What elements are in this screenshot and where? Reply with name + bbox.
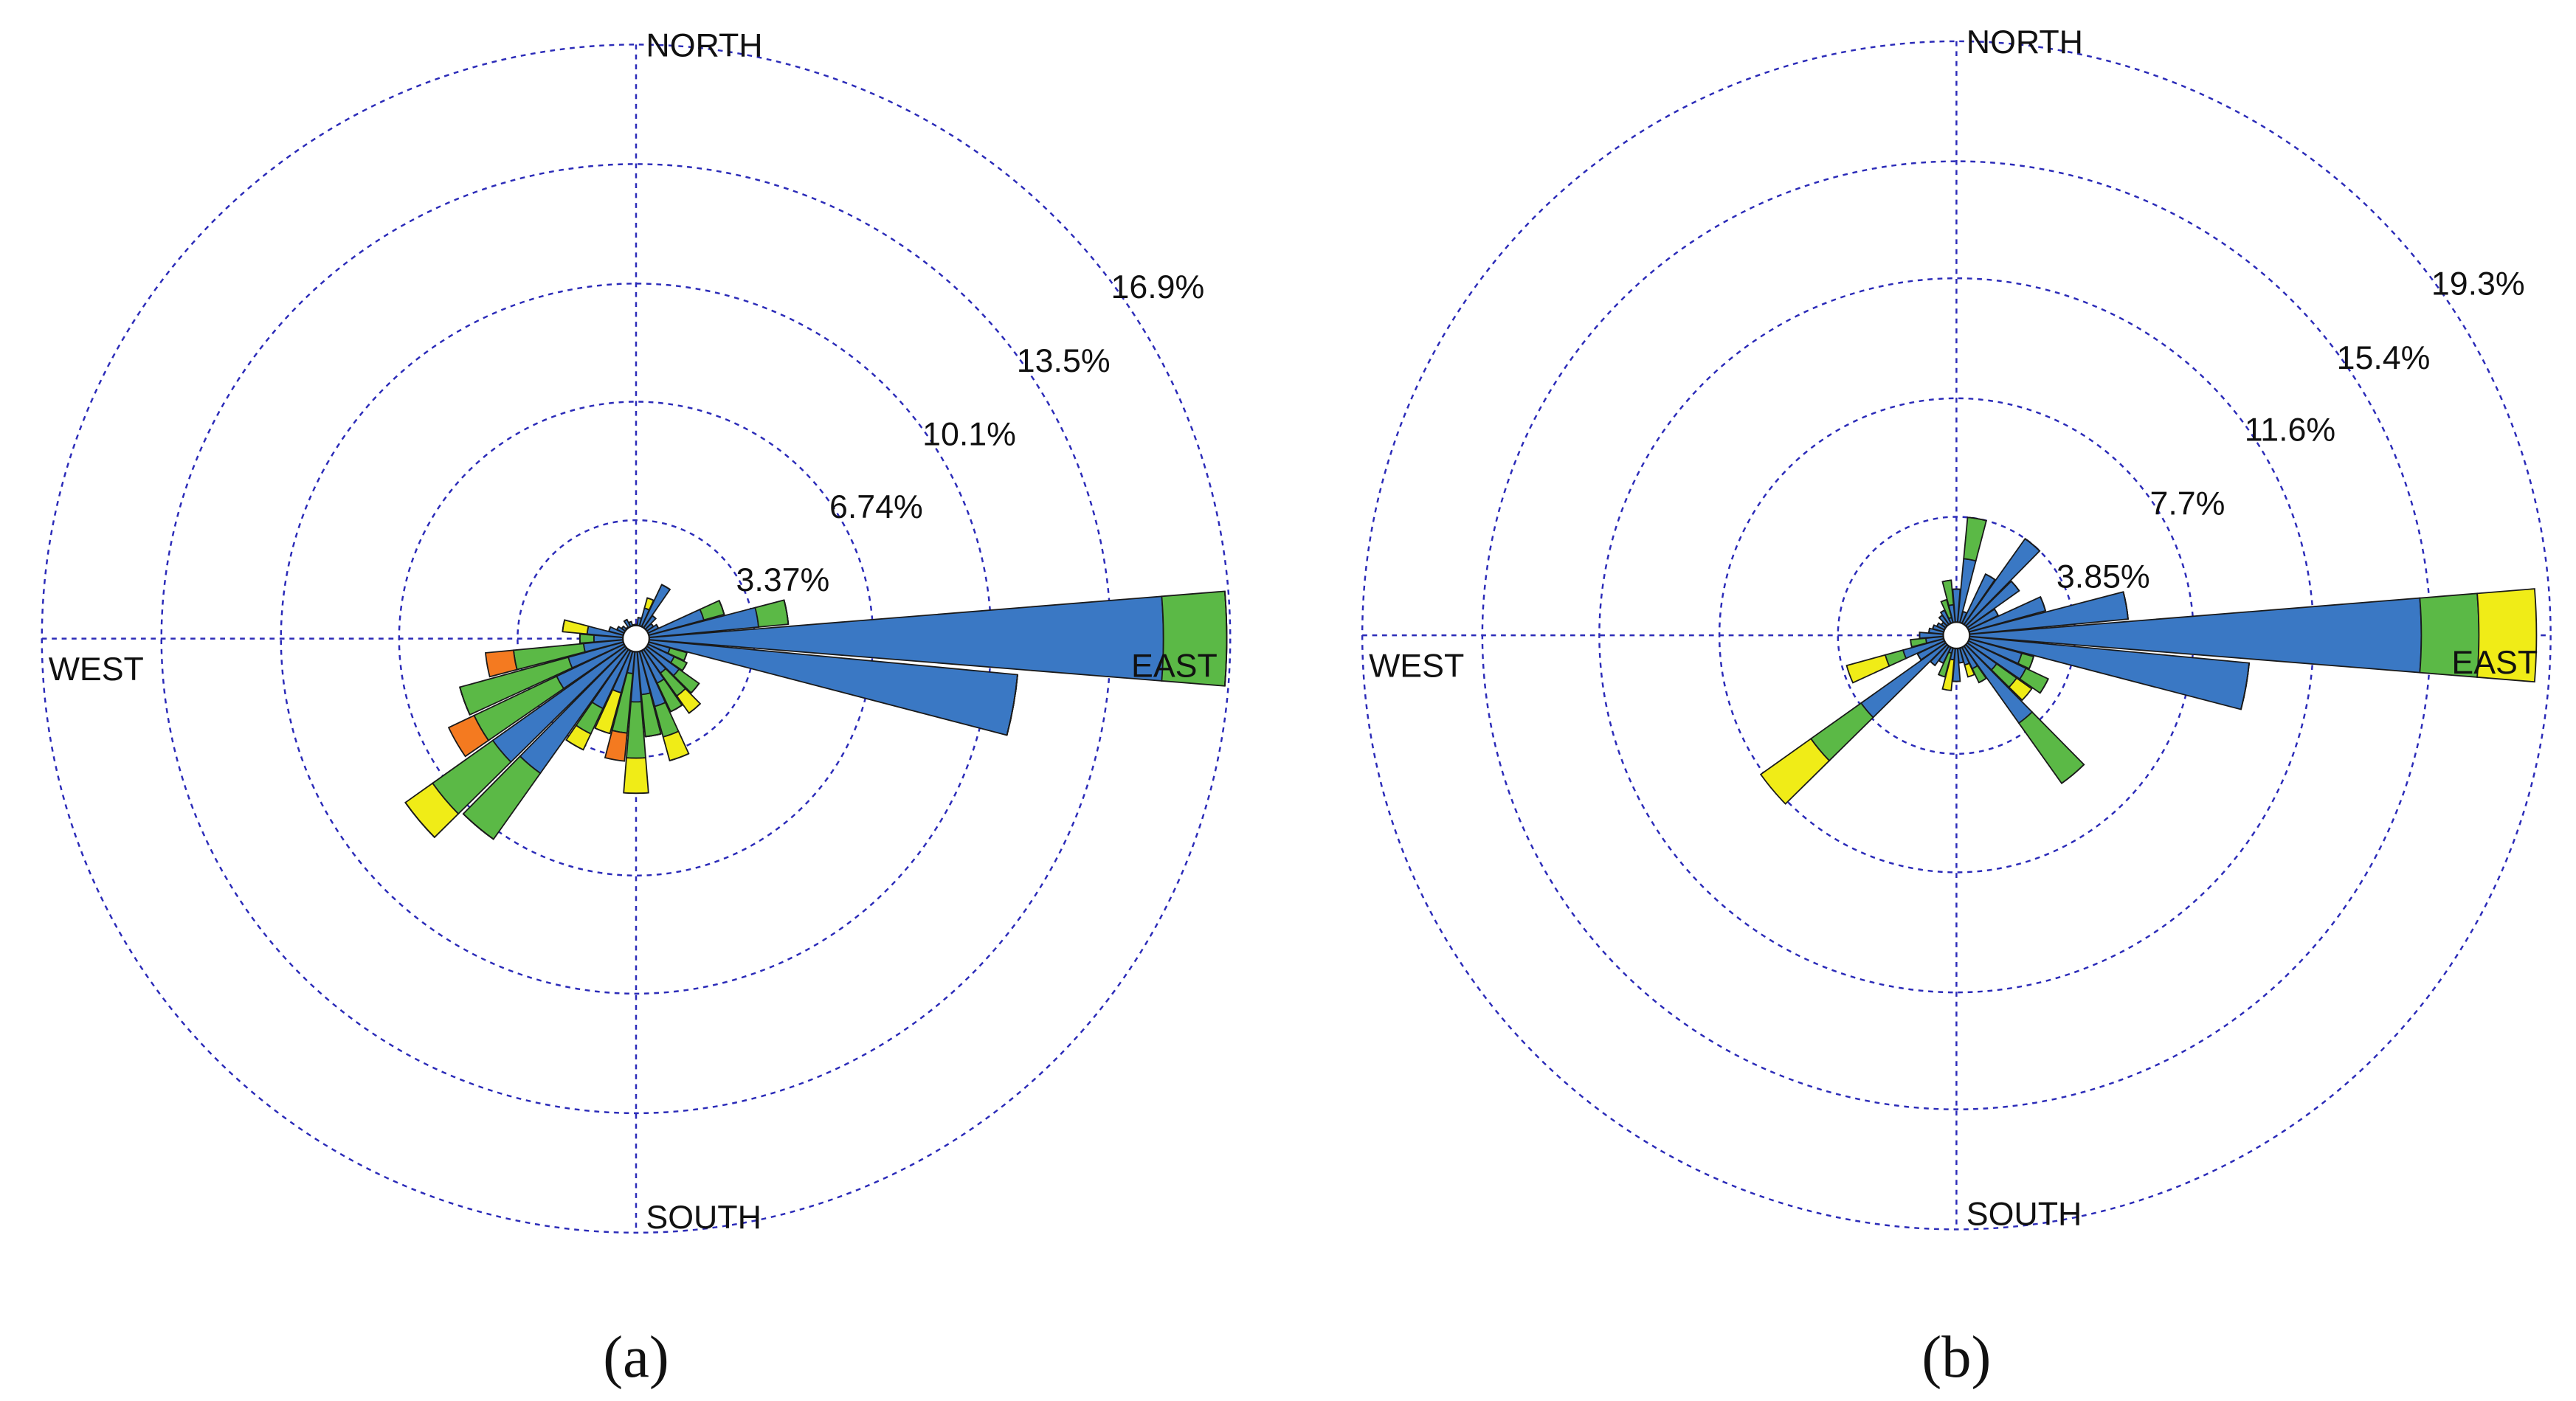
wind-segment xyxy=(1759,738,1831,805)
wind-segment xyxy=(669,753,689,761)
wind-segment xyxy=(2039,678,2049,693)
ring-label: 3.85% xyxy=(2057,558,2150,595)
wind-segment xyxy=(1941,658,1955,691)
ring-label: 19.3% xyxy=(2431,266,2525,302)
wind-segment xyxy=(2122,592,2129,620)
wind-segment xyxy=(604,730,628,762)
caption: (a) xyxy=(603,1324,669,1390)
wind-segment xyxy=(1963,516,1987,562)
wind-rose: 3.37% 6.74% 10.1% 13.5% 16.9% NORTH SOUTH EAST W… xyxy=(41,28,1232,1390)
wind-segment xyxy=(652,615,657,620)
ring-label: 6.74% xyxy=(829,489,923,525)
compass-north: NORTH xyxy=(646,28,762,64)
center-hole xyxy=(1942,621,1971,650)
wind-segment xyxy=(661,584,671,590)
wind-segment xyxy=(754,599,790,628)
wind-segment xyxy=(623,757,649,795)
ring-label: 16.9% xyxy=(1111,269,1204,305)
wind-segment xyxy=(565,739,584,751)
wind-rose: 3.85% 7.7% 11.6%15.4% 19.3% NORTH SOUTH EAST WE… xyxy=(1361,24,2552,1390)
compass-west: WEST xyxy=(49,651,144,688)
wind-segment xyxy=(1845,654,1890,684)
wind-segment xyxy=(485,649,518,678)
wind-segment xyxy=(1942,579,1952,583)
wind-segment xyxy=(616,626,620,630)
caption: (b) xyxy=(1921,1324,1991,1390)
wind-segment xyxy=(2011,581,2020,592)
compass-south: SOUTH xyxy=(1966,1196,2082,1232)
wind-segment xyxy=(1932,624,1935,629)
ring-label: 11.6% xyxy=(2245,412,2335,448)
ring-label: 15.4% xyxy=(2337,340,2431,376)
wind-segment xyxy=(562,619,590,635)
wind-segment xyxy=(2476,588,2538,683)
compass-east: EAST xyxy=(2451,645,2538,681)
wind-segment xyxy=(662,730,690,762)
compass-west: WEST xyxy=(1369,648,1464,685)
wind-segment xyxy=(2017,710,2085,785)
wind-segment xyxy=(2028,656,2034,669)
compass-north: NORTH xyxy=(1966,24,2083,60)
wind-segment xyxy=(1928,628,1930,633)
ring-label: 7.7% xyxy=(2149,486,2225,522)
wind-segment xyxy=(2008,677,2033,702)
wind-segment xyxy=(628,620,632,623)
compass-east: EAST xyxy=(1131,648,1218,685)
ring-label: 10.1% xyxy=(922,417,1016,453)
wind-segment xyxy=(1985,573,1996,581)
wind-segment xyxy=(447,714,490,758)
ring-label: 3.37% xyxy=(736,562,829,598)
wind-segment xyxy=(2024,538,2040,552)
wind-segment xyxy=(1964,662,1975,678)
wind-segment xyxy=(608,626,612,632)
wind-segment xyxy=(624,792,649,795)
ring-label: 13.5% xyxy=(1017,343,1111,379)
wind-segment xyxy=(632,623,635,626)
wind-segment xyxy=(683,652,688,661)
wind-segment xyxy=(1967,516,1987,522)
wind-segment xyxy=(1938,674,1946,678)
center-hole xyxy=(621,624,650,653)
wind-segment xyxy=(579,633,595,644)
wind-segment xyxy=(1958,661,1964,664)
wind-segment xyxy=(1936,623,1940,627)
compass-south: SOUTH xyxy=(646,1200,762,1236)
wind-segment xyxy=(718,600,725,615)
wind-segment xyxy=(621,626,624,629)
